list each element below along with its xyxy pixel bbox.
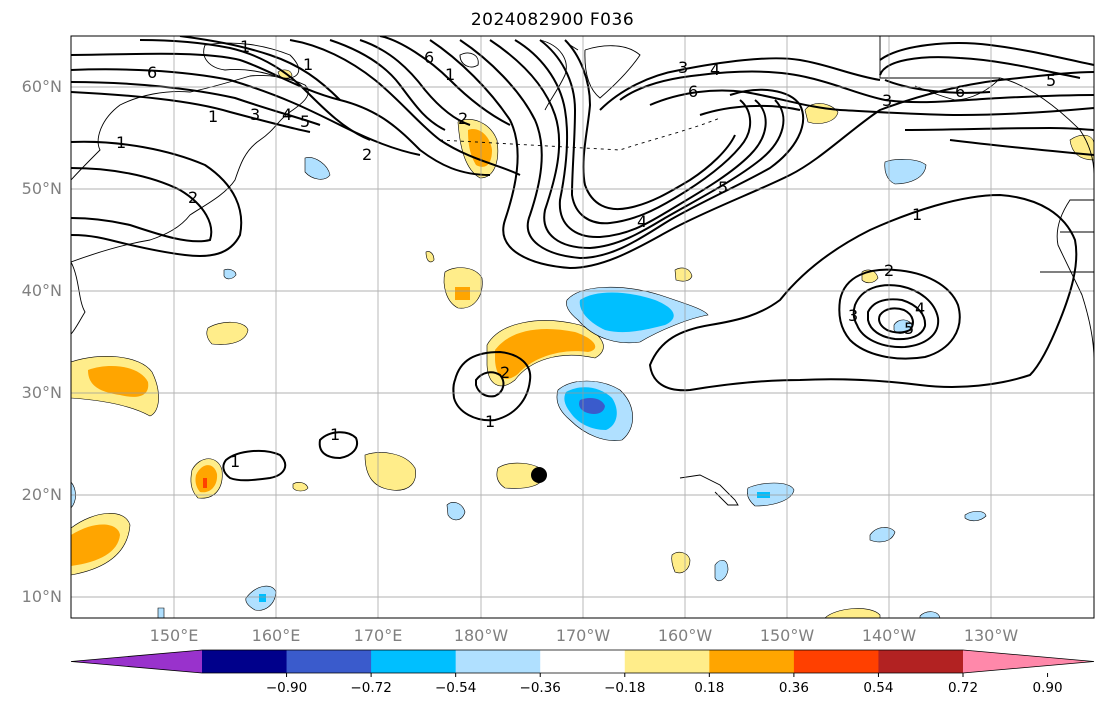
colorbar-segment <box>709 650 795 673</box>
contour-label: 6 <box>147 63 157 82</box>
colorbar-tick-label: 0.90 <box>1032 680 1063 696</box>
contour-lines <box>71 36 1094 482</box>
colorbar-outline <box>70 649 1095 674</box>
contour-label: 1 <box>240 37 250 56</box>
lat-label: 40°N <box>21 281 62 300</box>
lat-label: 50°N <box>21 179 62 198</box>
colorbar-segment <box>455 650 541 673</box>
contour-label: 5 <box>718 178 728 197</box>
storm-position-marker <box>531 467 547 483</box>
colorbar-extend-low <box>71 650 202 673</box>
colorbar-tick-label: −0.18 <box>604 680 646 696</box>
lon-label: 150°E <box>149 626 199 645</box>
map-gridlines <box>71 36 1094 618</box>
contour-label: 4 <box>637 212 647 231</box>
contour-label: 5 <box>904 319 914 338</box>
colorbar-tick-label: 0.36 <box>778 680 809 696</box>
colorbar <box>70 649 1095 677</box>
map-frame <box>70 35 1095 619</box>
colorbar-tick-label: −0.72 <box>350 680 392 696</box>
colorbar-tick-label: 0.72 <box>947 680 979 696</box>
colorbar-segment <box>878 650 964 673</box>
contour-label: 2 <box>884 261 894 280</box>
contour-label: 1 <box>445 65 455 84</box>
contour-label: 2 <box>362 145 372 164</box>
map-title: 2024082900 F036 <box>470 10 635 30</box>
negative-anomaly-areas <box>71 157 987 618</box>
colorbar-segment <box>624 650 710 673</box>
contour-label-group: 1 6 3 4 1 2 6 3 4 6 5 1 2 2 1 1 4 5 3 6 … <box>116 37 1056 471</box>
contour-label: 2 <box>188 188 198 207</box>
lon-label: 160°W <box>657 626 713 645</box>
colorbar-tick-label: 0.54 <box>863 680 894 696</box>
colorbar-segment <box>202 650 288 673</box>
lon-label: 150°W <box>759 626 815 645</box>
contour-label: 4 <box>915 299 925 318</box>
contour-label: 4 <box>282 105 292 124</box>
contour-label: 2 <box>500 363 510 382</box>
contour-label: 1 <box>912 205 922 224</box>
contour-label: 1 <box>230 452 240 471</box>
colorbar-extend-high <box>963 650 1094 673</box>
contour-label: 4 <box>710 60 720 79</box>
contour-label: 3 <box>678 58 688 77</box>
contour-label: 3 <box>250 105 260 124</box>
colorbar-segment <box>371 650 457 673</box>
lat-label: 30°N <box>21 383 62 402</box>
colorbar-segment <box>286 650 372 673</box>
lon-label: 140°W <box>861 626 917 645</box>
colorbar-tick-label: −0.54 <box>434 680 477 696</box>
lon-label: 170°W <box>555 626 611 645</box>
lat-label: 20°N <box>21 485 62 504</box>
colorbar-tick-label: −0.90 <box>265 680 308 696</box>
lat-label: 60°N <box>21 77 62 96</box>
lon-label: 180°W <box>453 626 509 645</box>
contour-label: 3 <box>848 306 858 325</box>
lon-label: 170°E <box>353 626 403 645</box>
lon-label: 130°W <box>963 626 1019 645</box>
contour-label: 1 <box>330 425 340 444</box>
colorbar-segment <box>540 650 626 673</box>
contour-label: 1 <box>116 133 126 152</box>
contour-label: 1 <box>303 55 313 74</box>
colorbar-tick-label: 0.18 <box>694 680 725 696</box>
contour-label: 5 <box>1046 71 1056 90</box>
contour-label: 2 <box>458 109 468 128</box>
colorbar-tick-label: −0.36 <box>519 680 561 696</box>
positive-anomaly-areas <box>71 69 1094 618</box>
colorbar-segment <box>793 650 879 673</box>
contour-label: 6 <box>955 82 965 101</box>
lat-label: 10°N <box>21 587 62 606</box>
contour-label: 1 <box>485 412 495 431</box>
contour-label: 1 <box>208 107 218 126</box>
contour-label: 6 <box>688 82 698 101</box>
contour-label: 5 <box>300 112 310 131</box>
contour-label: 6 <box>424 48 434 67</box>
contour-label: 3 <box>882 91 892 110</box>
lon-label: 160°E <box>251 626 301 645</box>
